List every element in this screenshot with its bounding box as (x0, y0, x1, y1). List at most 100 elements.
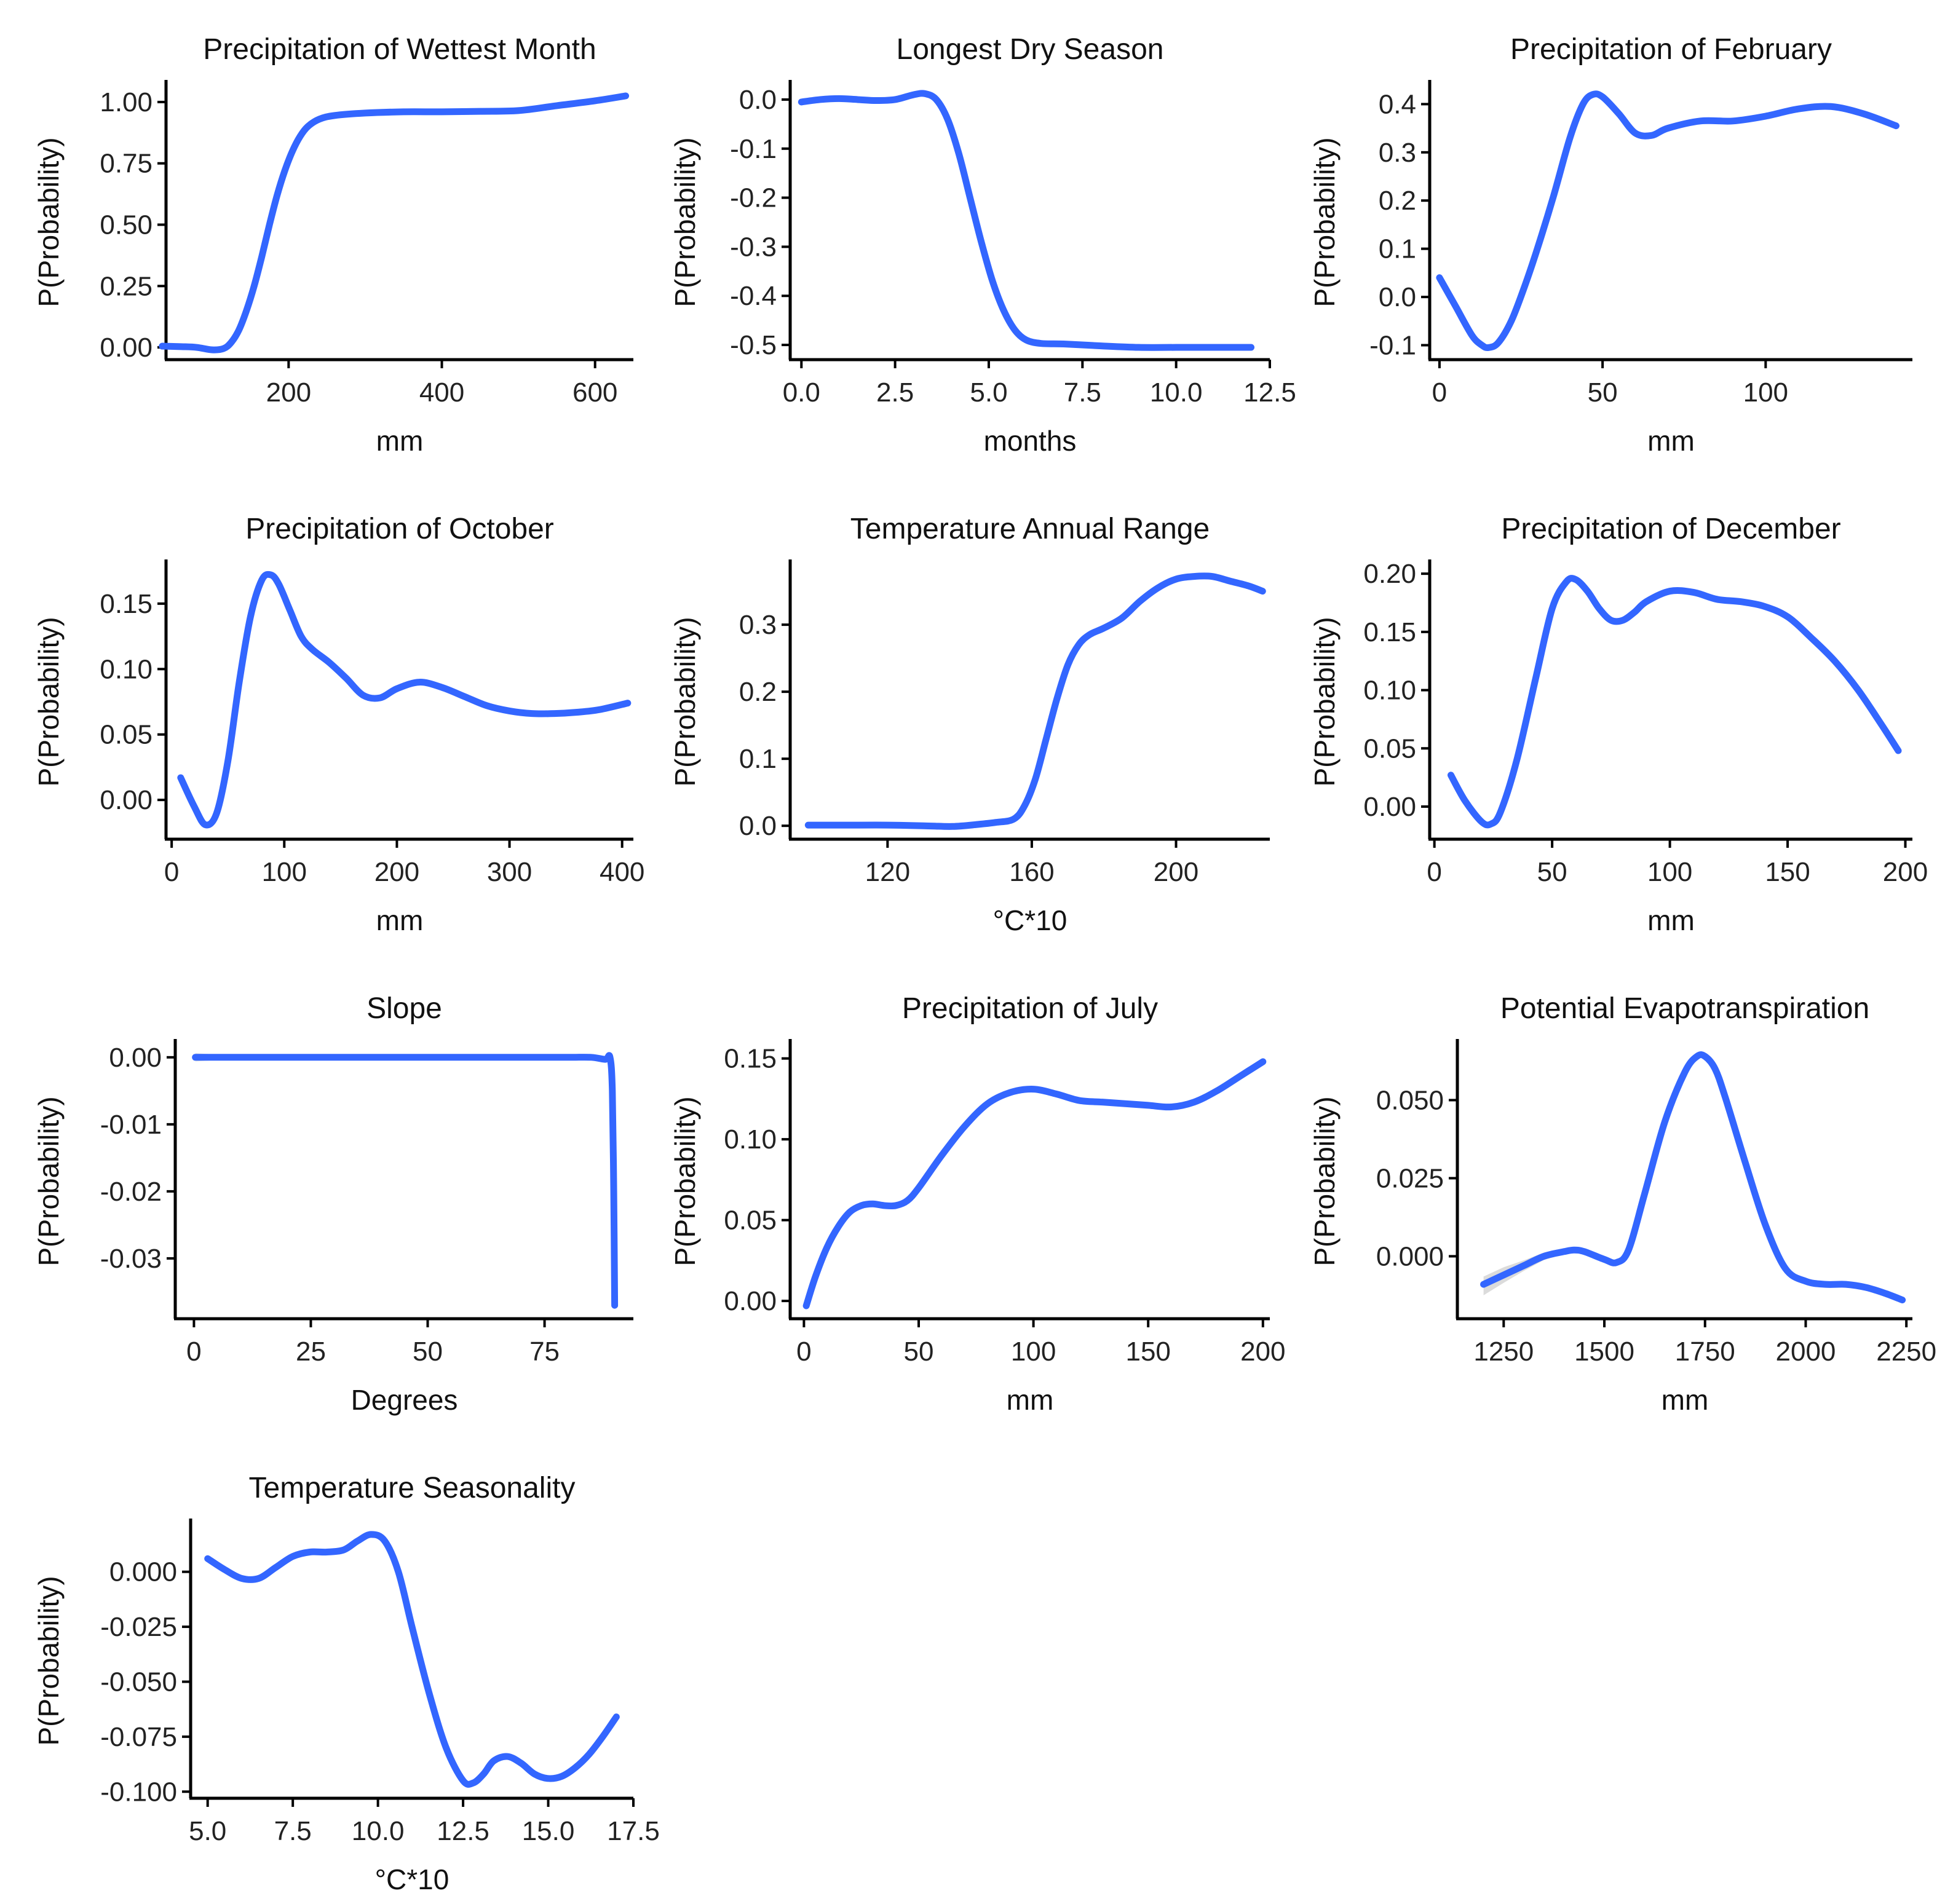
x-axis-label: mm (376, 425, 424, 457)
x-tick-label: 0 (186, 1337, 201, 1367)
panel-title: Precipitation of Wettest Month (203, 33, 596, 66)
x-tick-label: 50 (1588, 377, 1618, 408)
x-tick-label: 15.0 (522, 1816, 575, 1846)
y-tick-label: 0.00 (109, 1043, 162, 1073)
x-axis-label: mm (1647, 904, 1695, 936)
y-tick-label: 0.20 (1363, 559, 1416, 589)
x-tick-label: 0 (1427, 857, 1441, 887)
series-line (1436, 90, 1899, 352)
y-tick-label: 0.1 (739, 744, 777, 774)
panel-title: Precipitation of February (1510, 33, 1832, 66)
x-axis-label: months (984, 425, 1077, 457)
y-tick-label: 0.05 (1363, 733, 1416, 764)
y-tick-label: 0.050 (1376, 1085, 1444, 1115)
panel-potential-evapotranspiration: Potential Evapotranspiration mm P(Probab… (1309, 992, 1936, 1416)
y-tick-label: -0.4 (730, 281, 777, 311)
y-tick-label: -0.3 (730, 232, 777, 262)
series-line (802, 1058, 1267, 1309)
panel-title: Longest Dry Season (897, 33, 1164, 66)
y-axis-label: P(Probability) (669, 617, 701, 786)
panel-title: Potential Evapotranspiration (1500, 992, 1869, 1025)
series-line (798, 90, 1255, 351)
x-tick-label: 10.0 (352, 1816, 405, 1846)
x-tick-label: 150 (1125, 1337, 1170, 1367)
x-tick-label: 7.5 (1064, 377, 1101, 408)
series-line (1480, 1051, 1906, 1304)
panel-longest-dry-season: Longest Dry Season months P(Probability)… (669, 33, 1296, 457)
x-axis-label: °C*10 (993, 904, 1068, 936)
panel-precipitation-december: Precipitation of December mm P(Probabili… (1309, 513, 1928, 936)
panel-temperature-annual-range: Temperature Annual Range °C*10 P(Probabi… (669, 513, 1270, 936)
x-tick-label: 12.5 (1243, 377, 1296, 408)
y-tick-label: 0.00 (724, 1286, 777, 1316)
panel-precipitation-october: Precipitation of October mm P(Probabilit… (33, 513, 644, 936)
x-tick-label: 200 (1154, 857, 1198, 887)
y-axis-label: P(Probability) (33, 617, 65, 786)
series-line (804, 572, 1266, 830)
x-tick-label: 50 (413, 1337, 443, 1367)
x-tick-label: 300 (487, 857, 532, 887)
y-tick-label: 0.0 (1379, 282, 1416, 312)
x-tick-label: 1750 (1675, 1337, 1735, 1367)
y-tick-label: 0.75 (100, 149, 153, 179)
x-tick-label: 100 (1647, 857, 1692, 887)
x-tick-label: 400 (600, 857, 644, 887)
y-axis-label: P(Probability) (33, 1096, 65, 1266)
y-tick-label: 0.000 (1376, 1241, 1444, 1271)
x-tick-label: 200 (1240, 1337, 1285, 1367)
x-tick-label: 1500 (1574, 1337, 1634, 1367)
y-tick-label: -0.02 (100, 1177, 162, 1207)
x-tick-label: 0 (1432, 377, 1447, 408)
panel-slope: Slope Degrees P(Probability) 0 25 50 75 0.00… (33, 992, 633, 1416)
y-tick-label: -0.1 (1369, 330, 1416, 360)
y-tick-label: 0.00 (100, 785, 153, 815)
x-tick-label: 0 (796, 1337, 811, 1367)
x-tick-label: 2000 (1776, 1337, 1836, 1367)
y-tick-label: -0.075 (100, 1722, 177, 1752)
x-tick-label: 100 (1011, 1337, 1056, 1367)
panel-precipitation-february: Precipitation of February mm P(Probabili… (1309, 33, 1912, 457)
x-tick-label: 1250 (1473, 1337, 1534, 1367)
y-tick-label: 0.05 (724, 1206, 777, 1236)
x-tick-label: 2250 (1876, 1337, 1936, 1367)
x-tick-label: 17.5 (607, 1816, 660, 1846)
y-tick-label: 0.1 (1379, 234, 1416, 264)
panel-precipitation-wettest-month: Precipitation of Wettest Month mm P(Prob… (33, 33, 633, 457)
x-axis-label: °C*10 (375, 1863, 450, 1895)
x-tick-label: 200 (1883, 857, 1928, 887)
y-tick-label: 0.15 (100, 589, 153, 619)
panel-title: Temperature Seasonality (249, 1472, 576, 1504)
y-tick-label: -0.2 (730, 183, 777, 213)
y-tick-label: 0.3 (1379, 138, 1416, 168)
y-tick-label: 0.50 (100, 210, 153, 240)
y-tick-label: 0.10 (724, 1124, 777, 1155)
panel-title: Temperature Annual Range (850, 513, 1210, 545)
x-tick-label: 2.5 (876, 377, 914, 408)
series-line (177, 571, 632, 829)
x-tick-label: 75 (529, 1337, 560, 1367)
x-tick-label: 150 (1765, 857, 1810, 887)
y-tick-label: 0.15 (1363, 617, 1416, 647)
series-line (192, 1052, 619, 1309)
series-line (204, 1531, 620, 1788)
panel-precipitation-july: Precipitation of July mm P(Probability) … (669, 992, 1286, 1416)
x-tick-label: 0.0 (783, 377, 820, 408)
y-tick-label: 0.05 (100, 720, 153, 750)
y-tick-label: -0.050 (100, 1667, 177, 1697)
x-tick-label: 7.5 (274, 1816, 312, 1846)
x-axis-label: mm (1662, 1384, 1709, 1416)
x-tick-label: 100 (1743, 377, 1788, 408)
x-tick-label: 400 (419, 377, 464, 408)
y-tick-label: 0.00 (100, 333, 153, 363)
x-axis-label: mm (1647, 425, 1695, 457)
y-tick-label: 0.25 (100, 271, 153, 301)
x-tick-label: 10.0 (1150, 377, 1203, 408)
y-axis-label: P(Probability) (1309, 617, 1341, 786)
x-tick-label: 160 (1009, 857, 1054, 887)
y-tick-label: -0.5 (730, 330, 777, 360)
x-axis-label: mm (1007, 1384, 1054, 1416)
y-tick-label: -0.100 (100, 1777, 177, 1807)
y-tick-label: 0.10 (100, 654, 153, 684)
x-tick-label: 100 (262, 857, 307, 887)
